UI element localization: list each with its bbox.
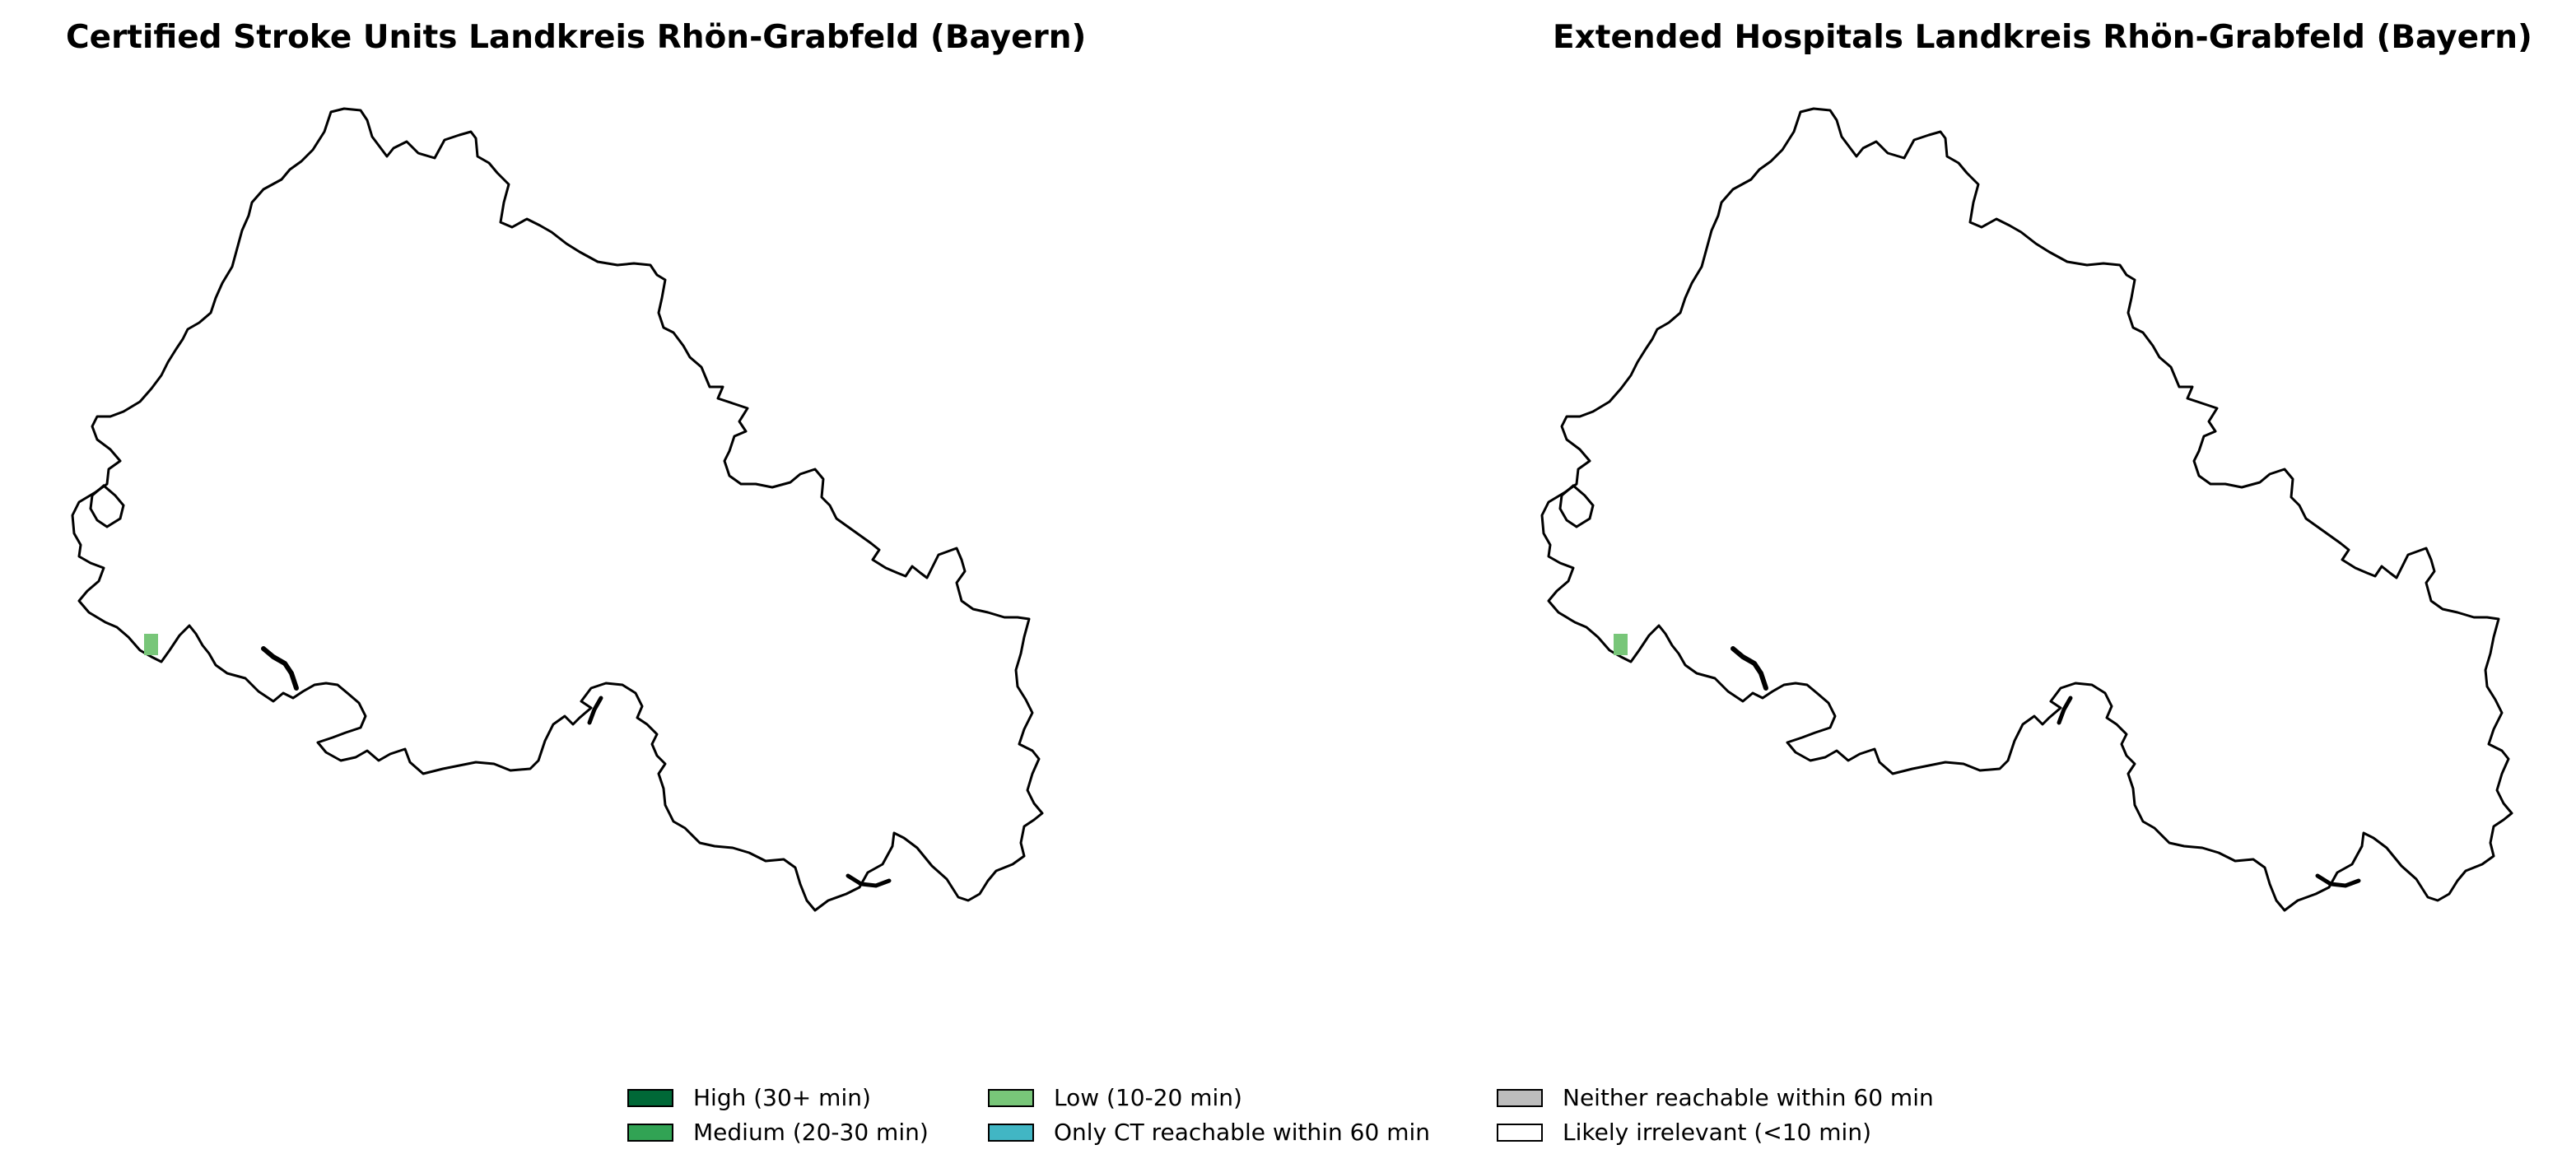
- legend-swatch-ct-only: [988, 1124, 1034, 1142]
- right-panel-title: Extended Hospitals Landkreis Rhön-Grabfe…: [1553, 19, 2532, 56]
- legend-item-low: Low (10-20 min): [988, 1083, 1242, 1113]
- boundary-enclave-stroke: [261, 646, 299, 691]
- legend-swatch-neither: [1497, 1089, 1543, 1107]
- legend-swatch-medium: [627, 1124, 673, 1142]
- left-district-map: [71, 107, 1044, 912]
- boundary-enclave-stroke-3: [2057, 696, 2073, 725]
- legend-item-ct-only: Only CT reachable within 60 min: [988, 1118, 1430, 1147]
- boundary-enclave-stroke-2: [2315, 873, 2361, 888]
- district-boundary: [1540, 107, 2513, 912]
- boundary-enclave-stroke-3: [587, 696, 603, 725]
- legend-swatch-low: [988, 1089, 1034, 1107]
- legend-item-medium: Medium (20-30 min): [627, 1118, 929, 1147]
- right-district-map: [1540, 107, 2513, 912]
- left-panel-title: Certified Stroke Units Landkreis Rhön-Gr…: [66, 19, 1087, 56]
- boundary-inner-loop: [1558, 484, 1595, 528]
- boundary-inner-loop: [89, 484, 125, 528]
- left-map-group: [71, 107, 1044, 912]
- low-reachability-cell: [1614, 634, 1628, 655]
- legend-label-irrelevant: Likely irrelevant (<10 min): [1563, 1119, 1871, 1146]
- legend-item-high: High (30+ min): [627, 1083, 871, 1113]
- low-reachability-cell: [144, 634, 158, 655]
- legend-swatch-irrelevant: [1497, 1124, 1543, 1142]
- legend-label-low: Low (10-20 min): [1054, 1084, 1242, 1111]
- legend-swatch-high: [627, 1089, 673, 1107]
- legend-item-neither: Neither reachable within 60 min: [1497, 1083, 1934, 1113]
- legend-label-neither: Neither reachable within 60 min: [1563, 1084, 1934, 1111]
- district-boundary: [71, 107, 1044, 912]
- legend-label-medium: Medium (20-30 min): [693, 1119, 929, 1146]
- map-legend: High (30+ min) Medium (20-30 min) Low (1…: [627, 1083, 1994, 1157]
- right-map-group: [1540, 107, 2513, 912]
- boundary-enclave-stroke-2: [845, 873, 892, 888]
- legend-label-high: High (30+ min): [693, 1084, 871, 1111]
- boundary-enclave-stroke: [1731, 646, 1768, 691]
- legend-label-ct-only: Only CT reachable within 60 min: [1054, 1119, 1431, 1146]
- legend-item-irrelevant: Likely irrelevant (<10 min): [1497, 1118, 1871, 1147]
